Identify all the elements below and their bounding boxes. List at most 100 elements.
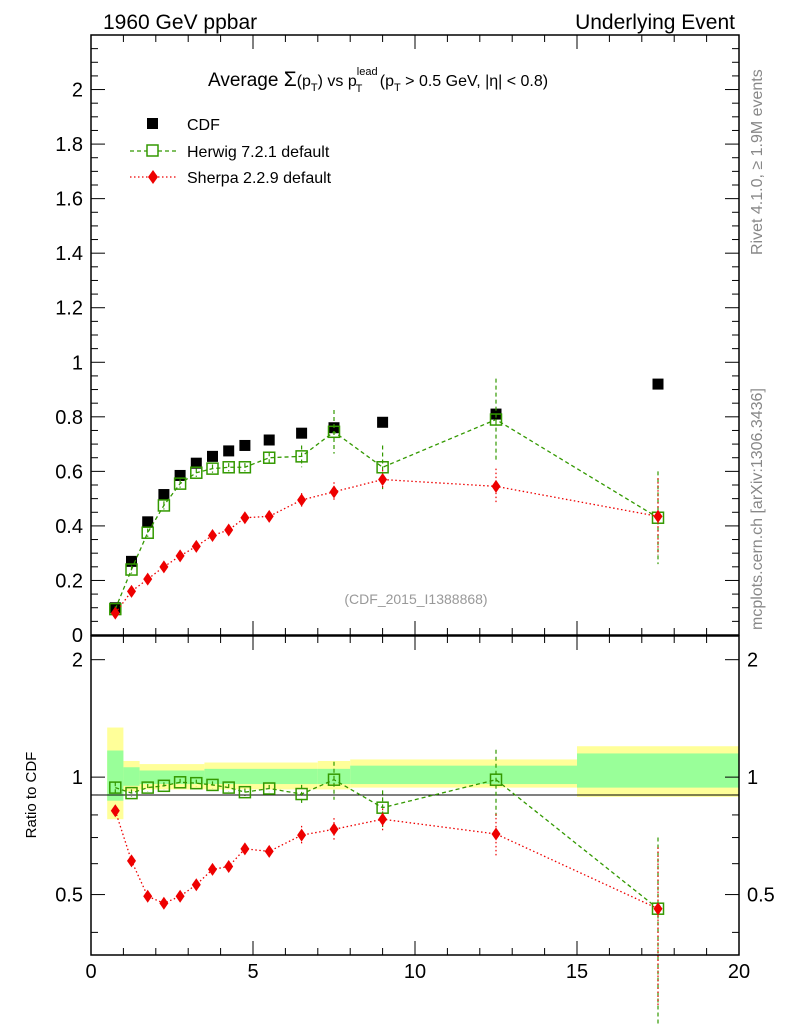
ratio-band-green [204,768,318,785]
main-y-tick-label: 1.2 [55,298,83,320]
ratio-herwig-point [489,773,503,786]
ratio-herwig-point [238,785,252,799]
main-y-tick-label: 0 [72,625,83,647]
ratio-y-tick-label-left: 0.5 [55,885,83,907]
ratio-herwig-point [295,787,308,801]
ratio-band-green [577,753,739,788]
x-tick-label: 10 [404,961,426,983]
herwig-point [173,477,187,490]
main-title: Average Σ(pT) vs plead T (pT > 0.5 GeV, |… [208,66,548,95]
ratio-sherpa-point [143,889,153,903]
sherpa-point [297,493,307,507]
ratio-sherpa-point [224,860,234,874]
x-tick-label: 0 [85,961,96,983]
cdf-point [174,469,186,481]
sherpa-point [378,473,388,487]
ratio-sherpa-point [208,862,217,876]
cdf-point [652,378,664,390]
sherpa-point [110,606,120,620]
sherpa-point [491,479,501,493]
sherpa-point [175,549,185,563]
ratio-sherpa-point [110,804,120,818]
sherpa-point [127,584,136,598]
ratio-herwig-point [109,781,122,794]
main-y-tick-label: 0.6 [55,461,83,483]
ratio-sherpa-point [240,842,250,856]
ratio-sherpa-point [159,896,169,910]
legend-cdf-marker [147,118,158,129]
herwig-point [125,563,138,576]
x-tick-label: 15 [566,961,588,983]
main-y-tick-label: 1.8 [55,134,83,156]
cdf-point [239,439,251,451]
ratio-uncertainty-bands [107,727,739,820]
sherpa-point [653,509,663,523]
sherpa-point [329,485,339,499]
ratio-band-green [139,770,205,785]
herwig-point [295,450,308,463]
ratio-y-tick-label-left: 1 [72,767,83,789]
analysis-watermark: (CDF_2015_I1388868) [344,591,487,607]
cdf-point [296,427,308,439]
ratio-sherpa-point [127,854,136,868]
herwig-point [327,425,341,439]
sherpa-point [224,523,234,537]
ratio-sherpa-point [297,828,307,842]
herwig-point [376,461,389,474]
ratio-y-tick-label-right: 0.5 [747,885,775,907]
legend-cdf-label: CDF [187,117,220,134]
side-label-rivet: Rivet 4.1.0, ≥ 1.9M events [749,69,766,255]
ratio-herwig-point [190,776,203,790]
ratio-sherpa-point [175,889,185,903]
herwig-point [190,466,203,479]
sherpa-point [159,560,169,574]
legend-herwig-marker [146,144,159,157]
cdf-point [126,555,137,567]
sherpa-point [240,511,250,525]
sherpa-point [264,509,274,523]
ratio-herwig-point [222,781,235,794]
sherpa-point [191,539,201,553]
sherpa-point [208,528,217,542]
legend-herwig-label: Herwig 7.2.1 default [187,144,330,161]
main-y-tick-label: 1.6 [55,189,83,211]
herwig-point [157,499,171,512]
main-y-tick-label: 0.4 [55,516,83,538]
cdf-point [263,434,275,446]
ratio-herwig-point [141,781,154,794]
ratio-sherpa-point [191,878,201,892]
side-label-mcplots: mcplots.cern.ch [arXiv:1306.3436] [749,388,766,630]
main-y-tick-label: 1.4 [55,243,83,265]
ratio-band-green [123,767,140,786]
ratio-y-label: Ratio to CDF [23,752,40,839]
herwig-point [222,461,235,474]
cdf-point [223,445,235,457]
main-y-tick-label: 1 [72,352,83,374]
ratio-herwig-point [157,779,171,793]
cdf-point [207,450,218,462]
ratio-herwig-point [262,782,276,795]
ratio-data-marks [109,749,665,1024]
ratio-axis-ticks [90,636,740,955]
ratio-band-green [350,765,577,785]
ratio-herwig-point [125,786,138,800]
legend-sherpa-marker [148,170,158,184]
cdf-point [142,516,154,528]
herwig-point [206,462,219,475]
herwig-line [114,418,659,610]
main-y-tick-label: 0.2 [55,570,83,592]
main-y-tick-label: 0.8 [55,407,83,429]
legend: CDF Herwig 7.2.1 default Sherpa 2.2.9 de… [130,117,332,187]
main-data-marks [109,378,665,620]
header-right: Underlying Event [575,11,735,34]
cdf-point [377,416,389,428]
x-tick-labels: 0 5 10 15 20 [85,961,750,983]
ratio-herwig-point [206,778,219,792]
main-y-tick-label: 2 [72,80,83,102]
ratio-sherpa-point [329,822,339,836]
header-left: 1960 GeV ppbar [103,11,257,34]
ratio-sherpa-line [114,810,659,910]
ratio-sherpa-point [264,844,274,858]
x-tick-label: 5 [247,961,258,983]
ratio-band-green [107,750,124,801]
